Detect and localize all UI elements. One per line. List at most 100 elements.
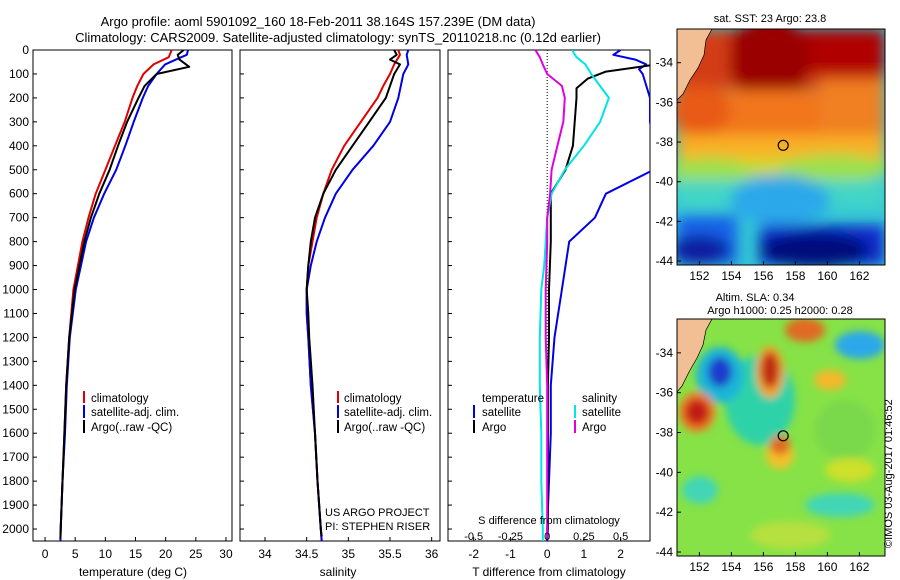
depth-tick-label: 1200 [2,330,29,344]
s-difference-tick-label: -0.5 [464,531,483,543]
legend-label-t-satellite: satellite [482,407,521,419]
sst-map-frame [676,28,886,266]
x-tick-label: 1 [581,547,588,561]
depth-tick-label: 1700 [2,450,29,464]
x-tick-label: 34.5 [295,547,319,561]
x-tick-label: 10 [99,547,113,561]
s-difference-tick-label: 0.25 [573,531,594,543]
lat-tick-label: -44 [656,254,674,268]
lon-tick-label: 162 [849,560,869,574]
legend-label-s-argo: Argo [582,422,606,434]
legend-label-s-satellite: satellite [582,407,621,419]
salinity-profiles [305,50,410,541]
depth-tick-label: 200 [9,91,29,105]
legend-label-satellite: satellite-adj. clim. [91,407,179,419]
sla-map: Altim. SLA: 0.34 Argo h1000: 0.25 h2000:… [656,292,886,574]
sst-field [677,29,885,265]
legend-label-argo: Argo(..raw -QC) [91,422,172,434]
s-difference-xlabel: S difference from climatology [478,515,620,527]
salinity-legend: climatology satellite-adj. clim. Argo(..… [337,391,432,434]
temperature-frame [32,49,233,542]
pi-annotation: PI: STEPHEN RISER [325,521,430,533]
lat-tick-label: -34 [656,346,674,360]
depth-tick-label: 400 [9,139,29,153]
legend-label-t-argo: Argo [482,422,506,434]
depth-tick-label: 1000 [2,283,29,297]
legend-title-temperature: temperature [482,393,544,405]
sst-map: sat. SST: 23 Argo: 23.8 [656,13,886,283]
lat-tick-label: -36 [656,95,674,109]
series-line-argo-raw-qc- [59,50,191,539]
x-tick-label: 35.5 [378,547,402,561]
depth-tick-label: 0 [22,43,29,57]
imos-credit: ©IMOS 03-Aug-2017 01:46:52 [883,399,895,548]
series-line-climatology [59,50,173,541]
sst-lon-axis: 152 154 156 158 160 162 [689,261,870,283]
difference-panel: -2 -1 0 1 2 temperature satellite Argo salin… [447,49,651,579]
series-line-satellite-adj-clim- [305,50,410,541]
depth-tick-label: 1900 [2,498,29,512]
difference-legend: temperature satellite Argo salinity sate… [473,393,621,434]
series-line-argo-raw-qc- [305,50,401,537]
project-annotation: US ARGO PROJECT [325,507,430,519]
s-difference-tick-label: -0.25 [498,531,523,543]
depth-axis: 0 100 200 300 400 500 600 700 800 900 1000 1100 1200… [2,43,37,536]
lat-tick-label: -40 [656,465,674,479]
lat-tick-label: -34 [656,56,674,70]
t-difference-xlabel: T difference from climatology [472,565,626,579]
x-tick-label: 0 [544,547,551,561]
x-tick-label: 25 [189,547,203,561]
lon-tick-label: 160 [817,560,837,574]
x-tick-label: 15 [129,547,143,561]
temperature-xlabel: temperature (deg C) [79,565,187,579]
x-tick-label: 2 [617,547,624,561]
lon-tick-label: 154 [721,269,741,283]
x-tick-label: 20 [159,547,173,561]
argo-location-marker [777,430,789,442]
t-difference-axis: -2 -1 0 1 2 [448,49,624,561]
depth-tick-label: 800 [9,235,29,249]
temperature-axis: 0 5 10 15 20 25 30 [42,537,233,561]
argo-location-marker [777,139,789,151]
legend-title-salinity: salinity [582,393,617,405]
depth-tick-label: 1400 [2,378,29,392]
sla-map-subtitle: Argo h1000: 0.25 h2000: 0.28 [707,305,853,317]
depth-tick-label: 1500 [2,402,29,416]
depth-tick-label: 600 [9,187,29,201]
figure-title-line1: Argo profile: aoml 5901092_160 18-Feb-20… [101,14,536,29]
lon-tick-label: 152 [689,560,709,574]
salinity-frame [239,49,441,542]
s-difference-tick-label: 0 [544,531,550,543]
x-tick-label: 34 [258,547,272,561]
depth-tick-label: 1100 [3,306,29,320]
x-tick-label: 0 [42,547,49,561]
temperature-panel: 0100200300400500600700800900100011001200… [2,43,233,579]
coastline [677,319,713,393]
lat-tick-label: -38 [656,135,674,149]
x-tick-label: -1 [505,547,516,561]
sla-lat-axis: -34 -36 -38 -40 -42 -44 [656,346,681,559]
depth-tick-label: 700 [9,211,29,225]
salinity-xlabel: salinity [320,565,357,579]
sst-map-title: sat. SST: 23 Argo: 23.8 [714,13,827,25]
salinity-panel: 34 34.5 35 35.5 36 climatology satellite-adj… [239,49,441,579]
lon-tick-label: 156 [753,269,773,283]
series-line-argo [534,50,566,539]
x-tick-label: 30 [219,547,233,561]
sst-lat-axis: -34 -36 -38 -40 -42 -44 [656,56,681,268]
depth-tick-label: 1600 [2,426,29,440]
legend-label-climatology: climatology [344,393,402,405]
depth-tick-label: 500 [9,163,29,177]
depth-tick-label: 1800 [2,474,29,488]
legend-label-satellite: satellite-adj. clim. [344,407,432,419]
legend-label-argo: Argo(..raw -QC) [344,422,425,434]
lon-tick-label: 152 [689,269,709,283]
lat-tick-label: -42 [656,214,674,228]
s-difference-tick-labels: -0.5 -0.25 0 0.25 0.5 [464,531,628,543]
coastline [677,29,713,101]
sla-map-title: Altim. SLA: 0.34 [716,292,795,304]
depth-tick-label: 300 [9,115,29,129]
depth-tick-label: 100 [9,67,29,81]
lat-tick-label: -40 [656,175,674,189]
